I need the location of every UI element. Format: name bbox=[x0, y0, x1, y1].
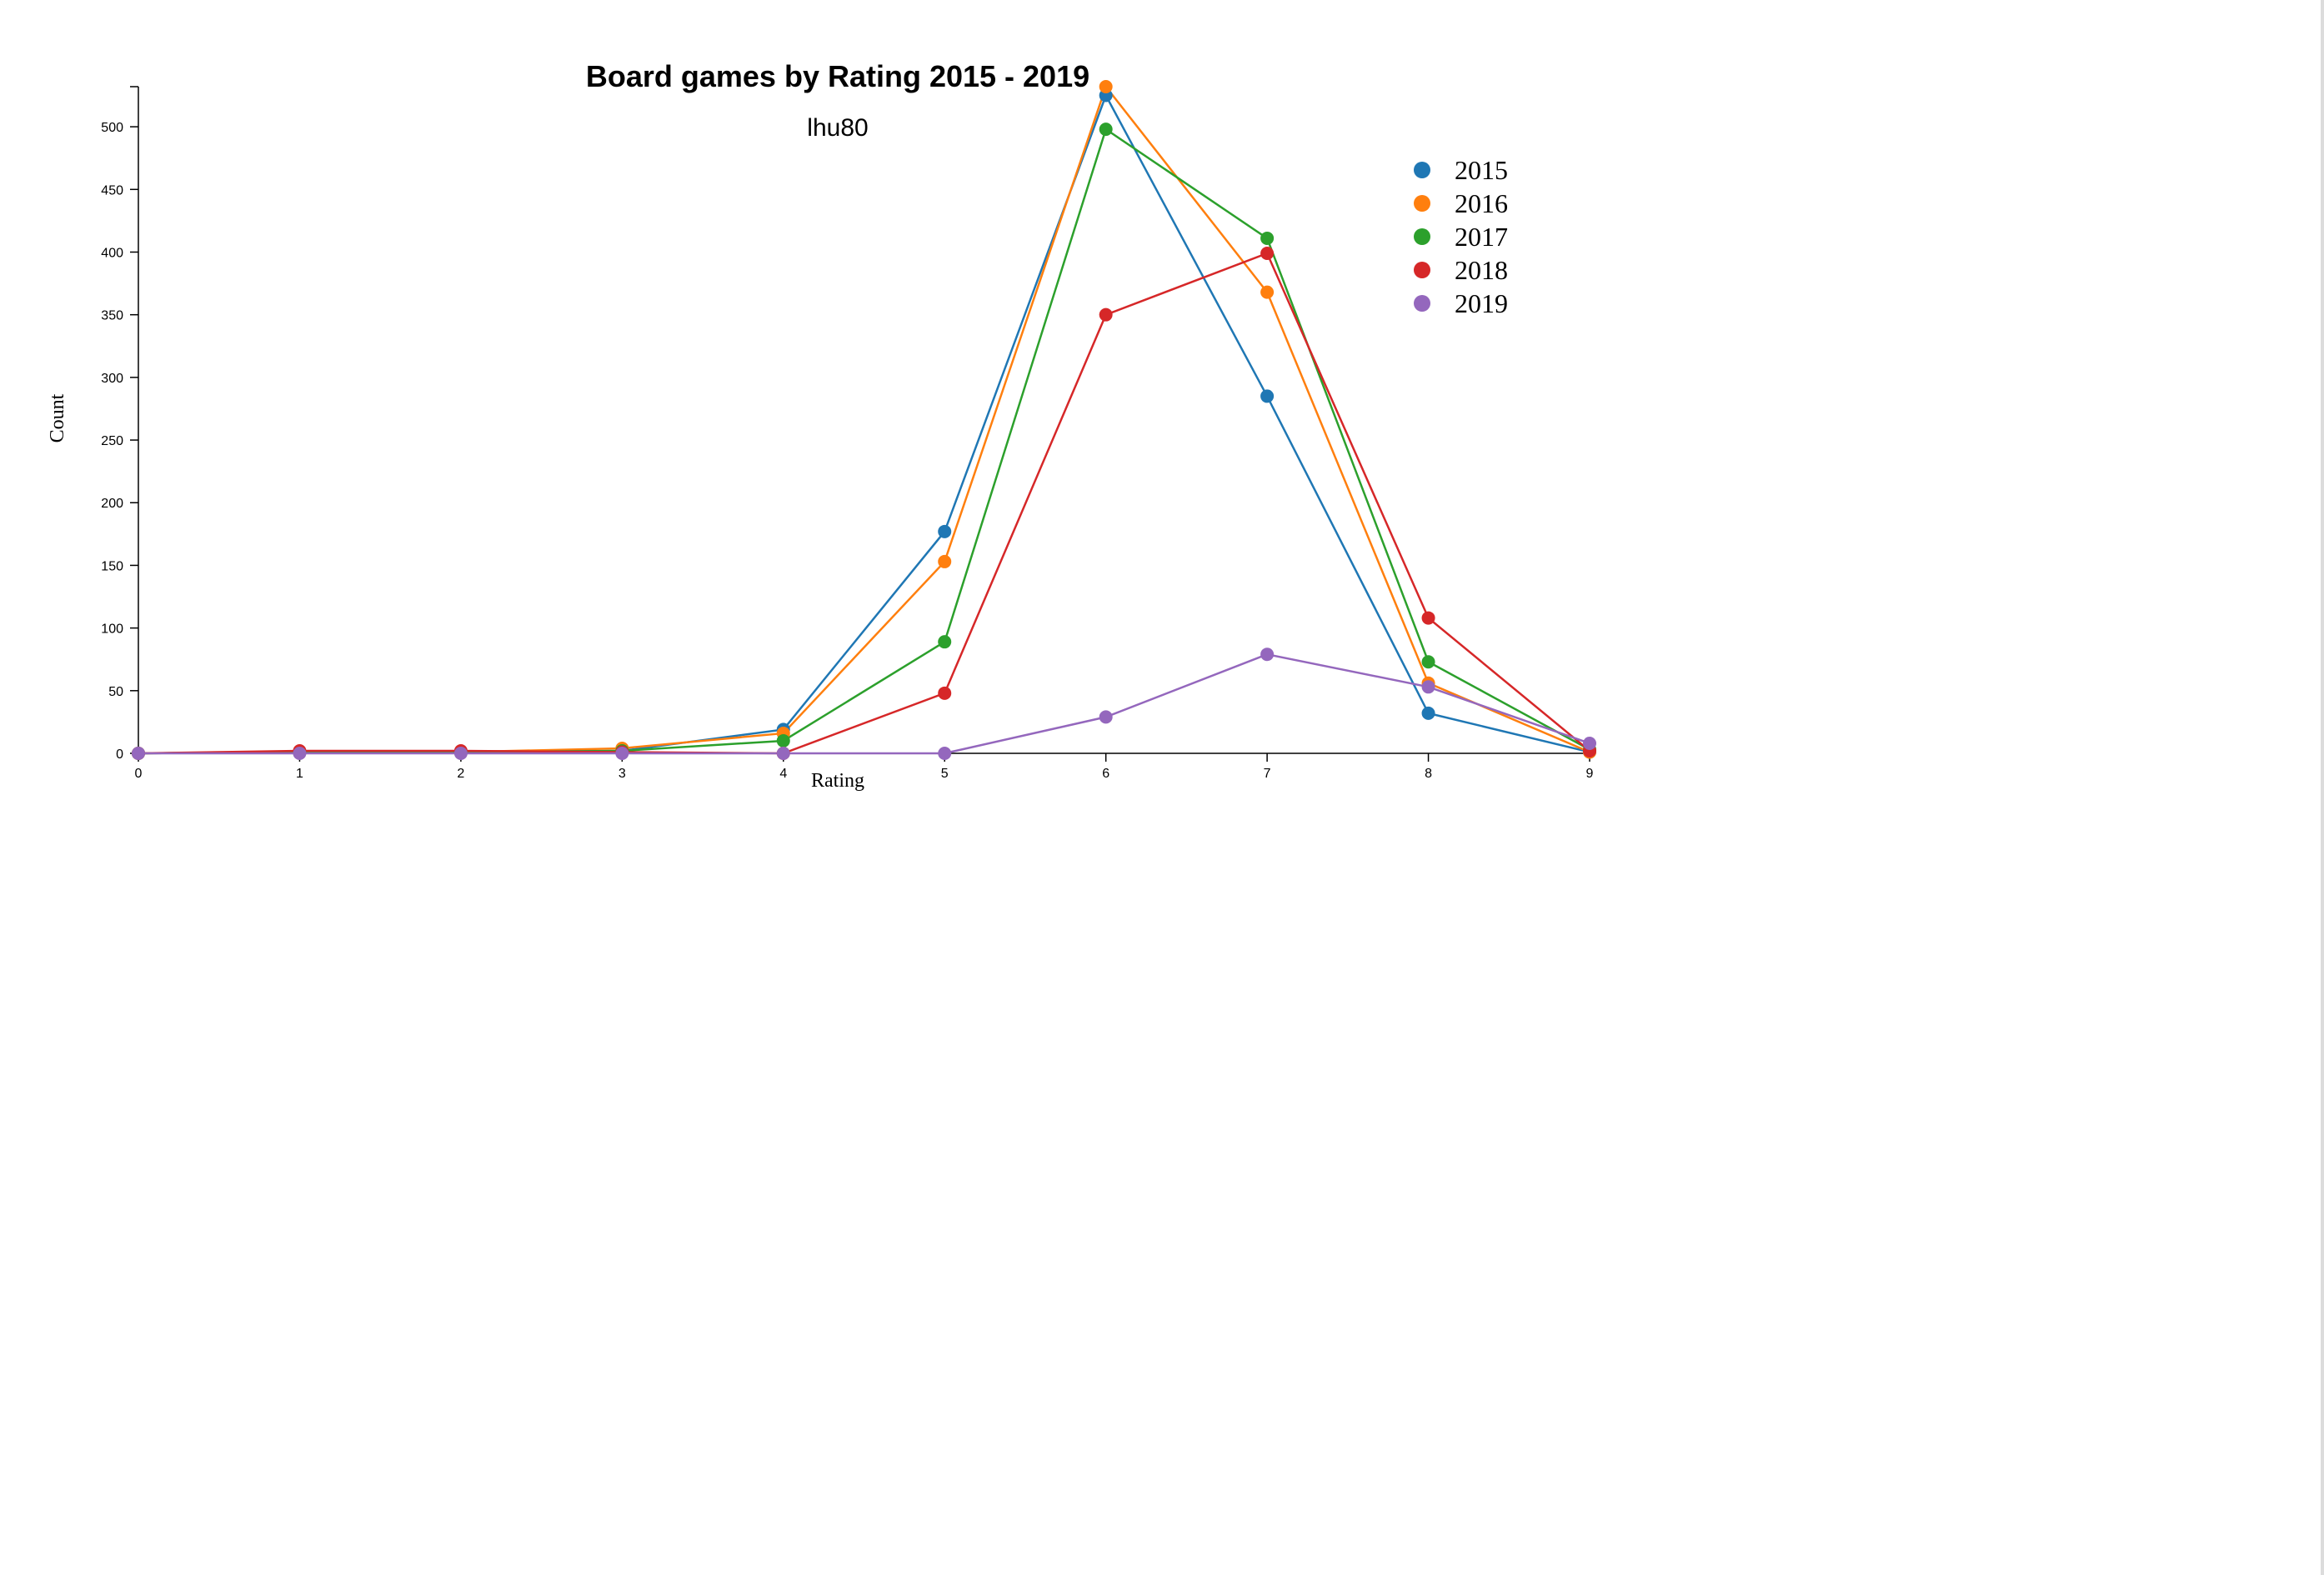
data-point-2015 bbox=[1260, 389, 1275, 403]
x-tick-label: 6 bbox=[1102, 767, 1109, 781]
series-line-2017 bbox=[138, 128, 1590, 755]
data-point-2019 bbox=[293, 747, 307, 760]
legend-marker bbox=[1414, 262, 1430, 278]
chart-title: Board games by Rating 2015 - 2019 bbox=[586, 59, 1089, 93]
legend-label: 2019 bbox=[1455, 288, 1508, 318]
data-point-2016 bbox=[1260, 285, 1275, 299]
legend-label: 2016 bbox=[1455, 188, 1508, 218]
legend-label: 2015 bbox=[1455, 155, 1508, 185]
x-axis-label: Rating bbox=[811, 770, 864, 792]
legend-marker bbox=[1414, 162, 1430, 178]
y-tick-label: 300 bbox=[101, 372, 123, 386]
data-point-2017 bbox=[776, 733, 790, 748]
data-point-2019 bbox=[1260, 648, 1275, 662]
legend-item-2015: 2015 bbox=[1414, 155, 1508, 185]
series-line-2016 bbox=[138, 84, 1590, 755]
x-tick-label: 3 bbox=[619, 767, 626, 781]
y-tick-label: 400 bbox=[101, 246, 123, 260]
y-tick-label: 50 bbox=[108, 685, 123, 699]
data-point-2016 bbox=[1099, 80, 1113, 93]
y-tick-label: 150 bbox=[101, 559, 123, 573]
y-tick-label: 350 bbox=[101, 309, 123, 323]
series-line-2019 bbox=[138, 652, 1590, 755]
legend-item-2018: 2018 bbox=[1414, 255, 1508, 285]
data-point-2017 bbox=[938, 635, 952, 649]
y-tick-label: 500 bbox=[101, 121, 123, 135]
y-tick-label: 250 bbox=[101, 434, 123, 448]
data-point-2018 bbox=[1260, 247, 1275, 260]
data-point-2017 bbox=[1421, 655, 1435, 669]
y-axis-label: Count bbox=[47, 393, 68, 442]
chart-subtitle: lhu80 bbox=[807, 114, 868, 142]
x-tick-label: 7 bbox=[1264, 767, 1271, 781]
page-right-border bbox=[2321, 0, 2324, 1575]
data-point-2019 bbox=[453, 747, 468, 760]
data-point-2019 bbox=[938, 747, 952, 760]
legend-item-2016: 2016 bbox=[1414, 188, 1508, 218]
data-point-2019 bbox=[615, 747, 629, 760]
y-tick-label: 0 bbox=[116, 748, 123, 762]
data-point-2019 bbox=[776, 747, 790, 760]
data-point-2018 bbox=[1099, 308, 1113, 322]
legend-marker bbox=[1414, 228, 1430, 245]
data-point-2019 bbox=[132, 747, 145, 760]
legend-marker bbox=[1414, 195, 1430, 212]
y-tick-label: 200 bbox=[101, 497, 123, 511]
y-tick-label: 100 bbox=[101, 622, 123, 637]
data-point-2017 bbox=[1260, 231, 1275, 245]
x-tick-label: 8 bbox=[1425, 767, 1432, 781]
legend-label: 2018 bbox=[1455, 255, 1508, 285]
series-lines bbox=[138, 84, 1590, 755]
legend-marker bbox=[1414, 295, 1430, 312]
x-tick-label: 1 bbox=[296, 767, 303, 781]
data-point-2018 bbox=[938, 686, 952, 700]
data-point-2018 bbox=[1421, 611, 1435, 625]
legend-label: 2017 bbox=[1455, 222, 1508, 252]
x-tick-label: 4 bbox=[779, 767, 787, 781]
legend-item-2019: 2019 bbox=[1414, 288, 1508, 318]
legend-item-2017: 2017 bbox=[1414, 222, 1508, 252]
data-point-2017 bbox=[1099, 122, 1113, 137]
series-line-2015 bbox=[138, 92, 1590, 755]
data-point-2019 bbox=[1421, 680, 1435, 694]
data-point-2015 bbox=[1421, 706, 1435, 720]
x-tick-label: 2 bbox=[457, 767, 464, 781]
series-points bbox=[132, 80, 1596, 760]
data-point-2016 bbox=[938, 554, 952, 568]
data-point-2019 bbox=[1583, 736, 1596, 750]
axes: 0 1 2 3 4 5 6 7 8 9 0 50 100 150 200 250 300 350 400 450 500 bbox=[101, 86, 1594, 781]
x-tick-label: 9 bbox=[1586, 767, 1594, 781]
x-tick-label: 5 bbox=[941, 767, 949, 781]
data-point-2019 bbox=[1099, 710, 1113, 724]
data-point-2015 bbox=[938, 524, 952, 538]
y-tick-label: 450 bbox=[101, 183, 123, 198]
x-tick-label: 0 bbox=[135, 767, 143, 781]
series-line-2018 bbox=[138, 252, 1590, 755]
